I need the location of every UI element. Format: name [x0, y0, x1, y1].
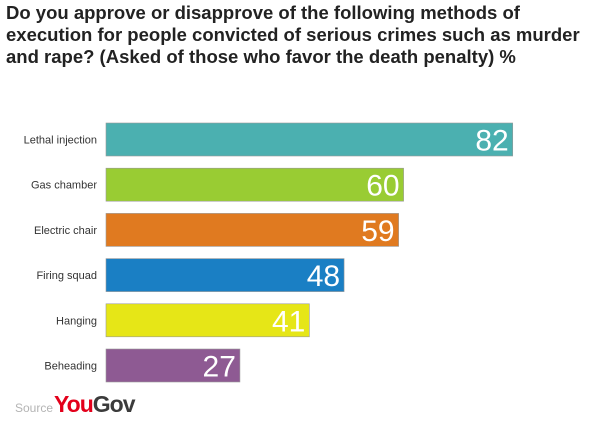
bar-lethal-injection: [105, 122, 514, 157]
data-label: 82: [475, 125, 508, 158]
category-label: Lethal injection: [24, 135, 97, 147]
data-label: 48: [307, 260, 340, 293]
data-label: 41: [272, 305, 305, 338]
category-label: Electric chair: [34, 225, 97, 237]
category-label: Beheading: [44, 361, 97, 373]
data-label: 59: [361, 215, 394, 248]
yougov-logo: YouGov: [54, 391, 136, 417]
bar-gas-chamber: [105, 167, 404, 202]
yougov-logo-gov: Gov: [92, 391, 136, 417]
category-label: Gas chamber: [31, 180, 97, 192]
bar-firing-squad: [105, 258, 345, 292]
yougov-logo-you: You: [54, 391, 94, 417]
source-attribution: Source YouGov: [15, 391, 135, 421]
source-label: Source: [15, 401, 54, 415]
chart-title: Do you approve or disapprove of the foll…: [6, 2, 580, 67]
bar-beheading: [105, 348, 241, 383]
category-label: Firing squad: [36, 270, 97, 282]
bar-hanging: [105, 303, 310, 338]
category-label: Hanging: [56, 315, 97, 327]
data-label: 60: [366, 170, 399, 203]
bar-electric-chair: [105, 213, 399, 247]
data-label: 27: [203, 351, 236, 384]
